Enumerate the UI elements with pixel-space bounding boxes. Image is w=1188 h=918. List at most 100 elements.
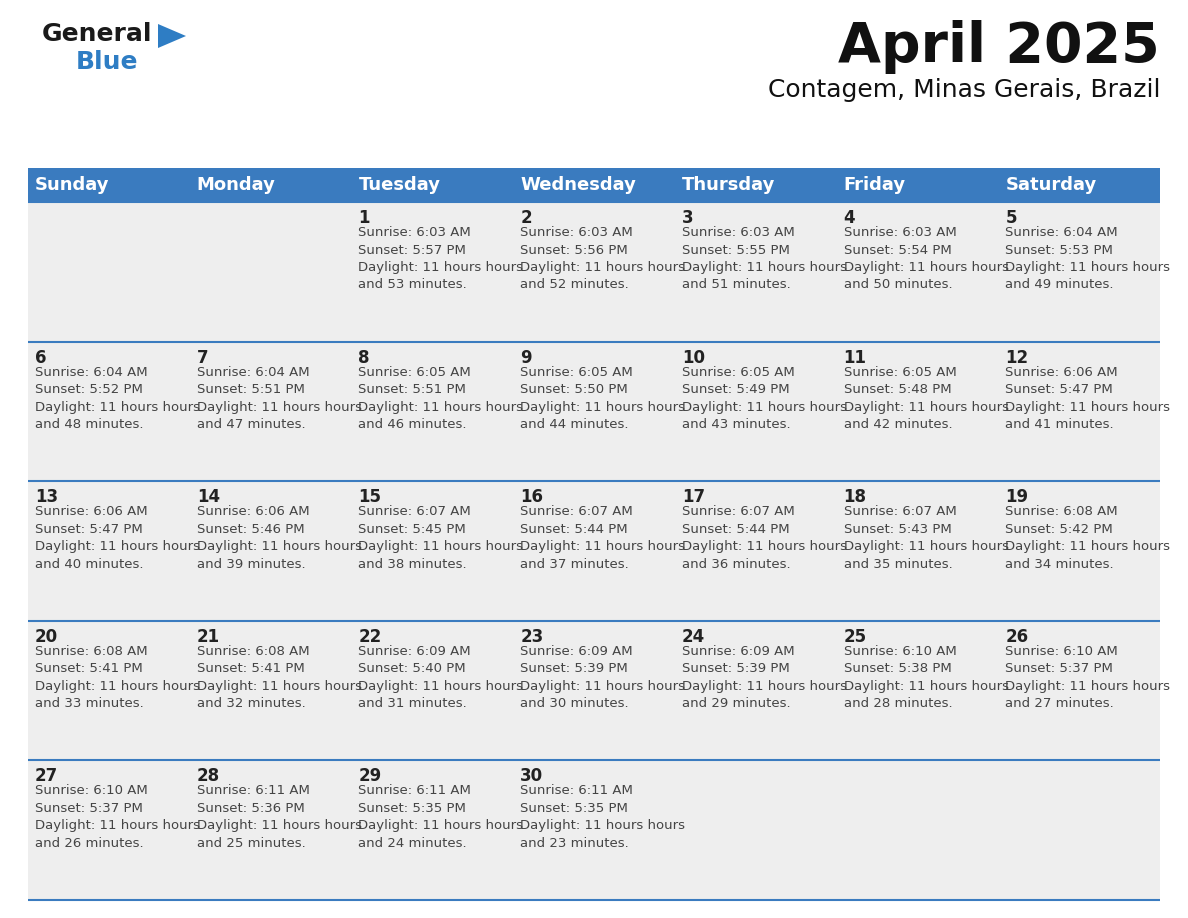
Text: Sunrise: 6:05 AM
Sunset: 5:49 PM
Daylight: 11 hours hours
and 43 minutes.: Sunrise: 6:05 AM Sunset: 5:49 PM Dayligh… — [682, 365, 847, 431]
Bar — [675, 760, 836, 900]
Text: Sunrise: 6:09 AM
Sunset: 5:39 PM
Daylight: 11 hours hours
and 30 minutes.: Sunrise: 6:09 AM Sunset: 5:39 PM Dayligh… — [520, 644, 685, 711]
Text: 19: 19 — [1005, 488, 1029, 506]
Text: Blue: Blue — [76, 50, 139, 74]
Bar — [190, 341, 352, 481]
Text: 2: 2 — [520, 209, 532, 227]
Text: Sunrise: 6:04 AM
Sunset: 5:53 PM
Daylight: 11 hours hours
and 49 minutes.: Sunrise: 6:04 AM Sunset: 5:53 PM Dayligh… — [1005, 226, 1170, 292]
Text: 22: 22 — [359, 628, 381, 645]
Polygon shape — [158, 24, 187, 48]
Text: 21: 21 — [197, 628, 220, 645]
Bar — [998, 481, 1159, 621]
Bar — [675, 621, 836, 760]
Text: Sunrise: 6:04 AM
Sunset: 5:51 PM
Daylight: 11 hours hours
and 47 minutes.: Sunrise: 6:04 AM Sunset: 5:51 PM Dayligh… — [197, 365, 361, 431]
Bar — [29, 168, 190, 202]
Bar — [352, 202, 513, 341]
Bar — [29, 341, 190, 481]
Bar — [836, 621, 998, 760]
Bar — [513, 621, 675, 760]
Text: Sunrise: 6:03 AM
Sunset: 5:54 PM
Daylight: 11 hours hours
and 50 minutes.: Sunrise: 6:03 AM Sunset: 5:54 PM Dayligh… — [843, 226, 1009, 292]
Bar — [352, 760, 513, 900]
Text: Sunrise: 6:03 AM
Sunset: 5:56 PM
Daylight: 11 hours hours
and 52 minutes.: Sunrise: 6:03 AM Sunset: 5:56 PM Dayligh… — [520, 226, 685, 292]
Text: Sunrise: 6:08 AM
Sunset: 5:42 PM
Daylight: 11 hours hours
and 34 minutes.: Sunrise: 6:08 AM Sunset: 5:42 PM Dayligh… — [1005, 505, 1170, 571]
Bar — [836, 341, 998, 481]
Bar — [352, 341, 513, 481]
Text: April 2025: April 2025 — [839, 20, 1159, 74]
Bar — [513, 202, 675, 341]
Text: Sunday: Sunday — [34, 176, 109, 194]
Bar — [998, 760, 1159, 900]
Text: Sunrise: 6:05 AM
Sunset: 5:51 PM
Daylight: 11 hours hours
and 46 minutes.: Sunrise: 6:05 AM Sunset: 5:51 PM Dayligh… — [359, 365, 524, 431]
Bar — [513, 481, 675, 621]
Text: Monday: Monday — [197, 176, 276, 194]
Bar — [836, 168, 998, 202]
Text: 29: 29 — [359, 767, 381, 786]
Text: 26: 26 — [1005, 628, 1029, 645]
Bar — [998, 341, 1159, 481]
Text: Sunrise: 6:07 AM
Sunset: 5:43 PM
Daylight: 11 hours hours
and 35 minutes.: Sunrise: 6:07 AM Sunset: 5:43 PM Dayligh… — [843, 505, 1009, 571]
Bar — [513, 341, 675, 481]
Text: Sunrise: 6:10 AM
Sunset: 5:38 PM
Daylight: 11 hours hours
and 28 minutes.: Sunrise: 6:10 AM Sunset: 5:38 PM Dayligh… — [843, 644, 1009, 711]
Text: Sunrise: 6:07 AM
Sunset: 5:45 PM
Daylight: 11 hours hours
and 38 minutes.: Sunrise: 6:07 AM Sunset: 5:45 PM Dayligh… — [359, 505, 524, 571]
Text: 7: 7 — [197, 349, 208, 366]
Text: Friday: Friday — [843, 176, 905, 194]
Bar — [836, 481, 998, 621]
Text: Sunrise: 6:07 AM
Sunset: 5:44 PM
Daylight: 11 hours hours
and 36 minutes.: Sunrise: 6:07 AM Sunset: 5:44 PM Dayligh… — [682, 505, 847, 571]
Text: Contagem, Minas Gerais, Brazil: Contagem, Minas Gerais, Brazil — [767, 78, 1159, 102]
Text: 6: 6 — [34, 349, 46, 366]
Text: Sunrise: 6:04 AM
Sunset: 5:52 PM
Daylight: 11 hours hours
and 48 minutes.: Sunrise: 6:04 AM Sunset: 5:52 PM Dayligh… — [34, 365, 200, 431]
Bar — [675, 202, 836, 341]
Text: 9: 9 — [520, 349, 532, 366]
Text: Sunrise: 6:10 AM
Sunset: 5:37 PM
Daylight: 11 hours hours
and 26 minutes.: Sunrise: 6:10 AM Sunset: 5:37 PM Dayligh… — [34, 784, 200, 850]
Text: 8: 8 — [359, 349, 369, 366]
Text: 20: 20 — [34, 628, 58, 645]
Text: 16: 16 — [520, 488, 543, 506]
Text: 28: 28 — [197, 767, 220, 786]
Text: Sunrise: 6:11 AM
Sunset: 5:36 PM
Daylight: 11 hours hours
and 25 minutes.: Sunrise: 6:11 AM Sunset: 5:36 PM Dayligh… — [197, 784, 361, 850]
Text: 11: 11 — [843, 349, 866, 366]
Bar — [29, 760, 190, 900]
Text: 24: 24 — [682, 628, 706, 645]
Bar — [836, 760, 998, 900]
Text: 15: 15 — [359, 488, 381, 506]
Text: Sunrise: 6:06 AM
Sunset: 5:47 PM
Daylight: 11 hours hours
and 40 minutes.: Sunrise: 6:06 AM Sunset: 5:47 PM Dayligh… — [34, 505, 200, 571]
Bar — [190, 481, 352, 621]
Bar — [675, 481, 836, 621]
Text: 5: 5 — [1005, 209, 1017, 227]
Text: Tuesday: Tuesday — [359, 176, 441, 194]
Text: 10: 10 — [682, 349, 704, 366]
Bar — [190, 202, 352, 341]
Text: 23: 23 — [520, 628, 543, 645]
Bar — [998, 621, 1159, 760]
Text: Sunrise: 6:07 AM
Sunset: 5:44 PM
Daylight: 11 hours hours
and 37 minutes.: Sunrise: 6:07 AM Sunset: 5:44 PM Dayligh… — [520, 505, 685, 571]
Bar — [190, 168, 352, 202]
Bar — [29, 621, 190, 760]
Bar — [675, 341, 836, 481]
Text: 14: 14 — [197, 488, 220, 506]
Text: Sunrise: 6:06 AM
Sunset: 5:46 PM
Daylight: 11 hours hours
and 39 minutes.: Sunrise: 6:06 AM Sunset: 5:46 PM Dayligh… — [197, 505, 361, 571]
Text: General: General — [42, 22, 152, 46]
Text: Sunrise: 6:11 AM
Sunset: 5:35 PM
Daylight: 11 hours hours
and 23 minutes.: Sunrise: 6:11 AM Sunset: 5:35 PM Dayligh… — [520, 784, 685, 850]
Text: Sunrise: 6:08 AM
Sunset: 5:41 PM
Daylight: 11 hours hours
and 32 minutes.: Sunrise: 6:08 AM Sunset: 5:41 PM Dayligh… — [197, 644, 361, 711]
Text: 4: 4 — [843, 209, 855, 227]
Text: 27: 27 — [34, 767, 58, 786]
Text: Sunrise: 6:03 AM
Sunset: 5:57 PM
Daylight: 11 hours hours
and 53 minutes.: Sunrise: 6:03 AM Sunset: 5:57 PM Dayligh… — [359, 226, 524, 292]
Bar — [190, 760, 352, 900]
Text: Sunrise: 6:03 AM
Sunset: 5:55 PM
Daylight: 11 hours hours
and 51 minutes.: Sunrise: 6:03 AM Sunset: 5:55 PM Dayligh… — [682, 226, 847, 292]
Bar — [29, 481, 190, 621]
Text: 25: 25 — [843, 628, 867, 645]
Bar — [513, 168, 675, 202]
Text: 3: 3 — [682, 209, 694, 227]
Bar — [836, 202, 998, 341]
Text: Sunrise: 6:06 AM
Sunset: 5:47 PM
Daylight: 11 hours hours
and 41 minutes.: Sunrise: 6:06 AM Sunset: 5:47 PM Dayligh… — [1005, 365, 1170, 431]
Text: Wednesday: Wednesday — [520, 176, 636, 194]
Bar — [998, 168, 1159, 202]
Text: Sunrise: 6:11 AM
Sunset: 5:35 PM
Daylight: 11 hours hours
and 24 minutes.: Sunrise: 6:11 AM Sunset: 5:35 PM Dayligh… — [359, 784, 524, 850]
Text: 18: 18 — [843, 488, 866, 506]
Bar — [998, 202, 1159, 341]
Bar — [190, 621, 352, 760]
Text: Sunrise: 6:09 AM
Sunset: 5:40 PM
Daylight: 11 hours hours
and 31 minutes.: Sunrise: 6:09 AM Sunset: 5:40 PM Dayligh… — [359, 644, 524, 711]
Text: Sunrise: 6:05 AM
Sunset: 5:48 PM
Daylight: 11 hours hours
and 42 minutes.: Sunrise: 6:05 AM Sunset: 5:48 PM Dayligh… — [843, 365, 1009, 431]
Text: Sunrise: 6:08 AM
Sunset: 5:41 PM
Daylight: 11 hours hours
and 33 minutes.: Sunrise: 6:08 AM Sunset: 5:41 PM Dayligh… — [34, 644, 200, 711]
Text: Thursday: Thursday — [682, 176, 776, 194]
Bar — [29, 202, 190, 341]
